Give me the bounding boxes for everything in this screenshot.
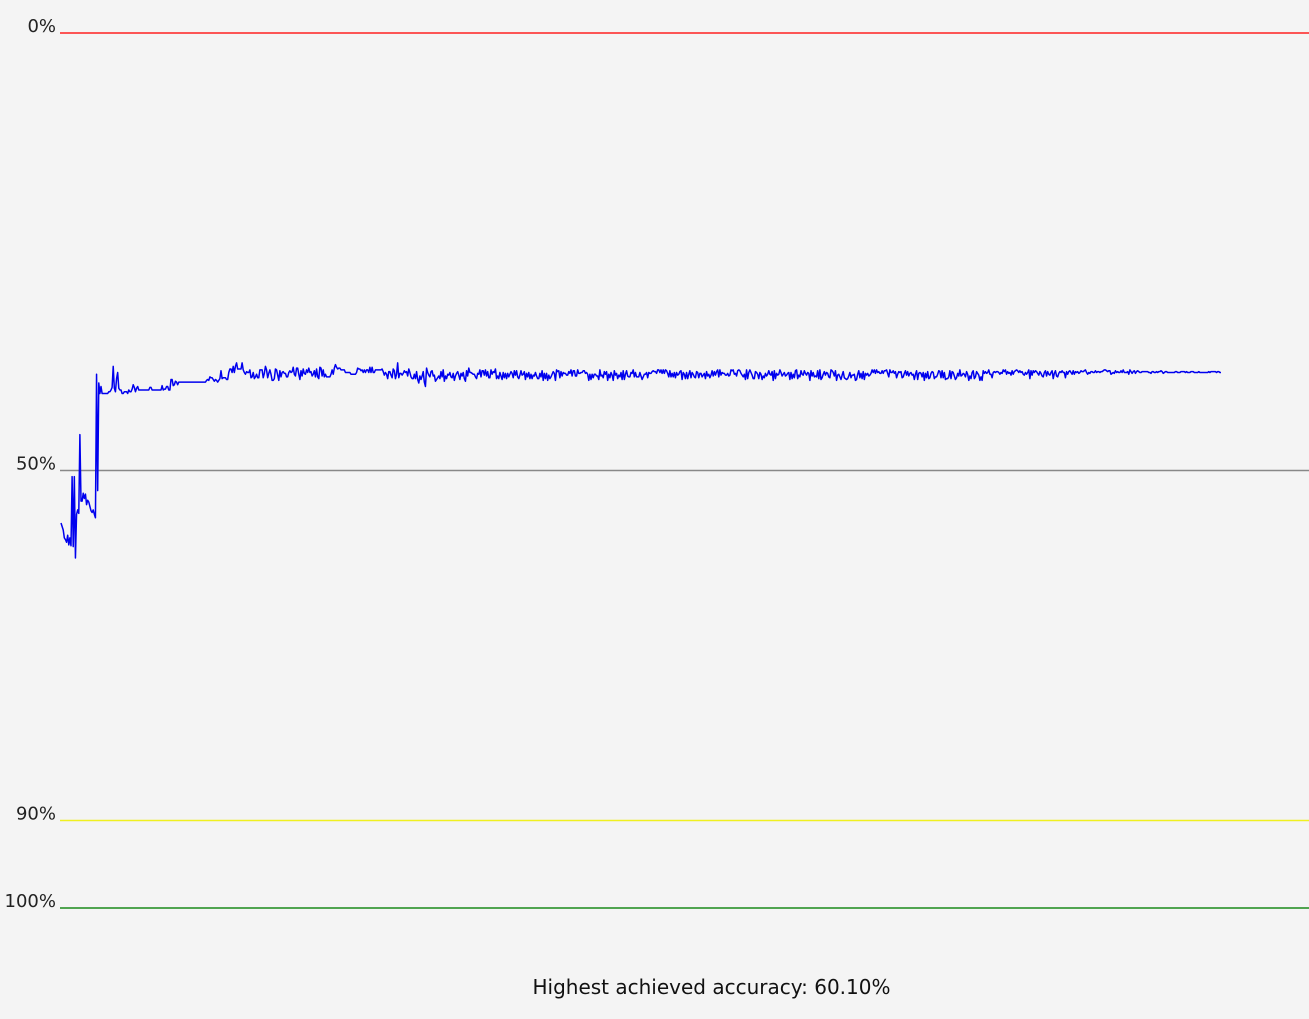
accuracy-series-line — [60, 362, 1221, 559]
reference-labels: 0% 50% 90% 100% — [5, 16, 56, 912]
reference-lines — [60, 32, 1309, 909]
reference-label-0: 0% — [27, 16, 56, 37]
reference-label-1: 50% — [16, 454, 56, 475]
accuracy-chart: 0% 50% 90% 100% — [5, 16, 1309, 912]
reference-label-3: 100% — [5, 891, 56, 912]
highest-accuracy-summary: Highest achieved accuracy: 60.10% — [532, 975, 891, 999]
reference-label-2: 90% — [16, 804, 56, 825]
